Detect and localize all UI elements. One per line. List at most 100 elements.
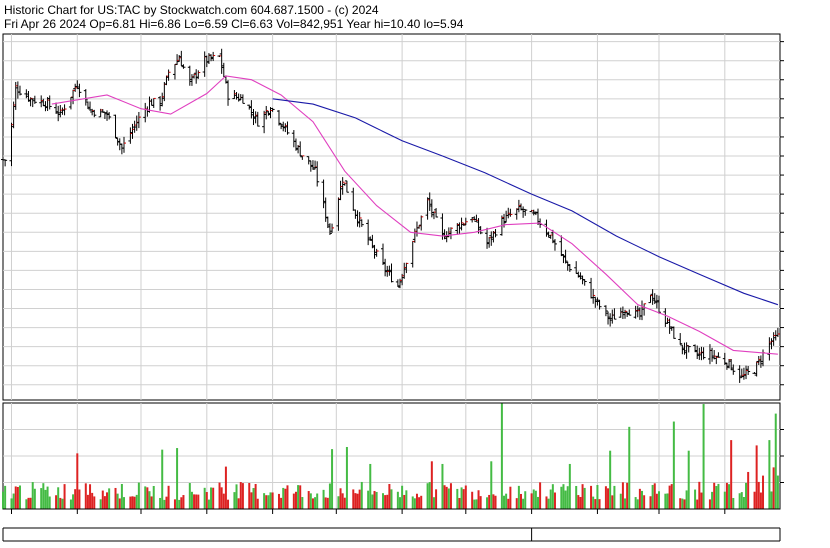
volume-bar: [203, 487, 206, 509]
volume-bar: [173, 499, 176, 509]
volume-bar: [61, 498, 64, 509]
volume-bar: [745, 482, 748, 509]
volume-bar: [86, 494, 89, 509]
volume-bar: [700, 492, 703, 509]
volume-bar: [18, 485, 21, 509]
volume-bar: [598, 499, 601, 509]
volume-bar: [72, 494, 75, 509]
volume-bar: [326, 497, 329, 509]
volume-bar: [776, 475, 779, 509]
volume-bar: [358, 489, 361, 509]
volume-bar: [536, 496, 539, 509]
volume-bar: [4, 485, 7, 509]
volume-bar: [551, 484, 554, 509]
volume-bar: [447, 488, 450, 509]
volume-bar: [248, 483, 251, 509]
volume-bar: [664, 493, 667, 509]
volume-bar: [420, 495, 423, 509]
volume-bar: [152, 485, 155, 509]
volume-bar: [322, 489, 325, 509]
volume-bar: [84, 483, 87, 509]
volume-bar: [218, 482, 221, 509]
volume-bar: [458, 497, 461, 509]
volume-bar: [462, 489, 465, 509]
volume-bar: [717, 483, 720, 509]
volume-bar: [129, 496, 132, 509]
volume-bar: [477, 490, 480, 509]
volume-bar: [137, 482, 140, 509]
volume-bar: [415, 493, 418, 509]
volume-bar: [254, 483, 257, 509]
volume-bar: [159, 497, 162, 509]
volume-bar: [29, 497, 32, 509]
volume-bar: [294, 491, 297, 509]
volume-bar: [492, 494, 495, 509]
volume-bar: [89, 484, 92, 509]
volume-bar: [343, 497, 346, 509]
volume-bar: [123, 497, 126, 509]
volume-bar: [522, 498, 525, 509]
volume-bar: [176, 448, 179, 509]
volume-bar: [328, 483, 331, 509]
volume-bar: [396, 491, 399, 509]
volume-bar: [108, 488, 111, 509]
volume-bar: [456, 488, 459, 509]
volume-bar: [316, 493, 319, 509]
volume-bar: [579, 496, 582, 509]
volume-bar: [25, 499, 28, 509]
volume-bar: [345, 446, 348, 509]
volume-bar: [239, 482, 242, 509]
volume-bar: [590, 485, 593, 509]
volume-bar: [188, 483, 191, 509]
volume-bar: [367, 490, 370, 509]
volume-bar: [99, 499, 102, 509]
volume-bar: [180, 497, 183, 509]
volume-bar: [725, 482, 728, 509]
volume-bar: [740, 492, 743, 509]
volume-bar: [566, 486, 569, 509]
volume-bar: [520, 493, 522, 509]
volume-bar: [411, 496, 414, 509]
volume-bar: [449, 483, 452, 509]
volume-bar: [74, 489, 77, 509]
moving-average-short-line: [51, 75, 778, 355]
moving-average-long-line: [272, 98, 779, 306]
volume-bar: [27, 497, 30, 509]
volume-bar: [500, 403, 503, 509]
volume-bar: [742, 497, 745, 509]
volume-bar: [339, 488, 342, 509]
volume-bar: [486, 497, 489, 509]
volume-bar: [621, 482, 624, 509]
volume-bar: [148, 491, 151, 509]
volume-bar: [31, 482, 34, 509]
volume-bar: [403, 494, 406, 509]
volume-bar: [309, 493, 312, 509]
volume-bar: [490, 461, 493, 509]
volume-bar: [382, 493, 385, 509]
volume-bar: [575, 485, 578, 509]
volume-bar: [144, 486, 147, 509]
volume-bar: [668, 485, 671, 509]
volume-bar: [46, 486, 49, 509]
volume-bar: [282, 487, 285, 509]
volume-bar: [708, 499, 711, 509]
volume-bar: [280, 497, 283, 509]
volume-bar: [594, 499, 597, 509]
volume-bar: [163, 499, 166, 509]
volume-bar: [103, 496, 106, 509]
chart-header-line2: Fri Apr 26 2024 Op=6.81 Hi=6.86 Lo=6.59 …: [4, 17, 464, 31]
volume-bar: [93, 496, 96, 509]
chart-header-line1: Historic Chart for US:TAC by Stockwatch.…: [4, 3, 379, 17]
volume-bar: [657, 491, 660, 509]
volume-bar: [730, 440, 733, 509]
volume-bar: [517, 485, 520, 509]
volume-bar: [475, 499, 478, 509]
volume-bar: [568, 463, 571, 509]
volume-bar: [435, 489, 438, 509]
volume-bar: [547, 498, 550, 509]
price-plot-frame: [2, 33, 781, 401]
volume-bar: [299, 485, 302, 509]
volume-bar: [685, 490, 688, 509]
volume-bar: [269, 492, 272, 509]
